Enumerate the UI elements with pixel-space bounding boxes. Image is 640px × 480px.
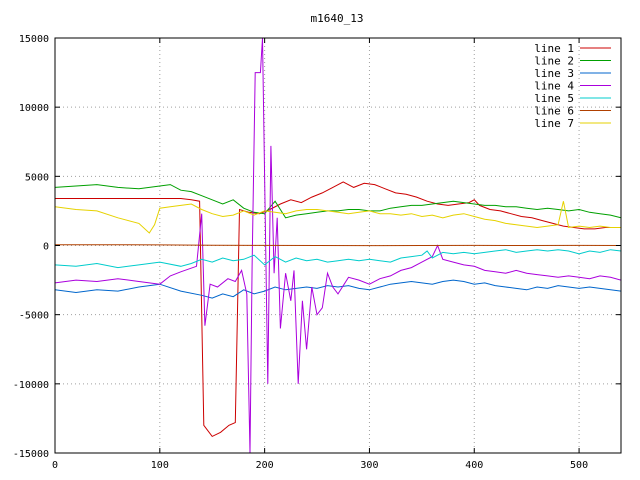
y-tick-label: 0 (43, 242, 49, 253)
y-axis: -15000 -10000 -5000 0 5000 10000 15000 (13, 34, 621, 460)
x-tick-label: 500 (570, 460, 588, 471)
y-tick-label: 15000 (19, 34, 49, 45)
x-tick-label: 200 (256, 460, 274, 471)
legend-label-3: line 3 (534, 67, 574, 80)
y-tick-label: -15000 (13, 449, 49, 460)
legend-label-2: line 2 (534, 55, 574, 68)
legend-label-7: line 7 (534, 117, 574, 130)
series-line-4 (55, 38, 621, 453)
series-line-1 (55, 181, 621, 438)
series-line-5 (55, 249, 621, 269)
series-line-2 (55, 184, 621, 219)
series-line-3 (55, 279, 621, 299)
y-tick-label: -10000 (13, 380, 49, 391)
x-tick-label: 400 (465, 460, 483, 471)
y-tick-label: -5000 (19, 311, 49, 322)
x-tick-label: 100 (151, 460, 169, 471)
x-tick-label: 300 (360, 460, 378, 471)
x-tick-label: 0 (52, 460, 58, 471)
series-line-6 (55, 244, 621, 247)
x-axis: 0 100 200 300 400 500 (52, 38, 588, 471)
legend-label-5: line 5 (534, 92, 574, 105)
y-tick-label: 10000 (19, 103, 49, 114)
series-group (55, 38, 621, 453)
legend-label-1: line 1 (534, 42, 574, 55)
legend-label-6: line 6 (534, 105, 574, 118)
y-tick-label: 5000 (25, 172, 49, 183)
legend-label-4: line 4 (534, 80, 574, 93)
chart-title: m1640_13 (311, 12, 364, 25)
series-line-7 (55, 201, 621, 234)
